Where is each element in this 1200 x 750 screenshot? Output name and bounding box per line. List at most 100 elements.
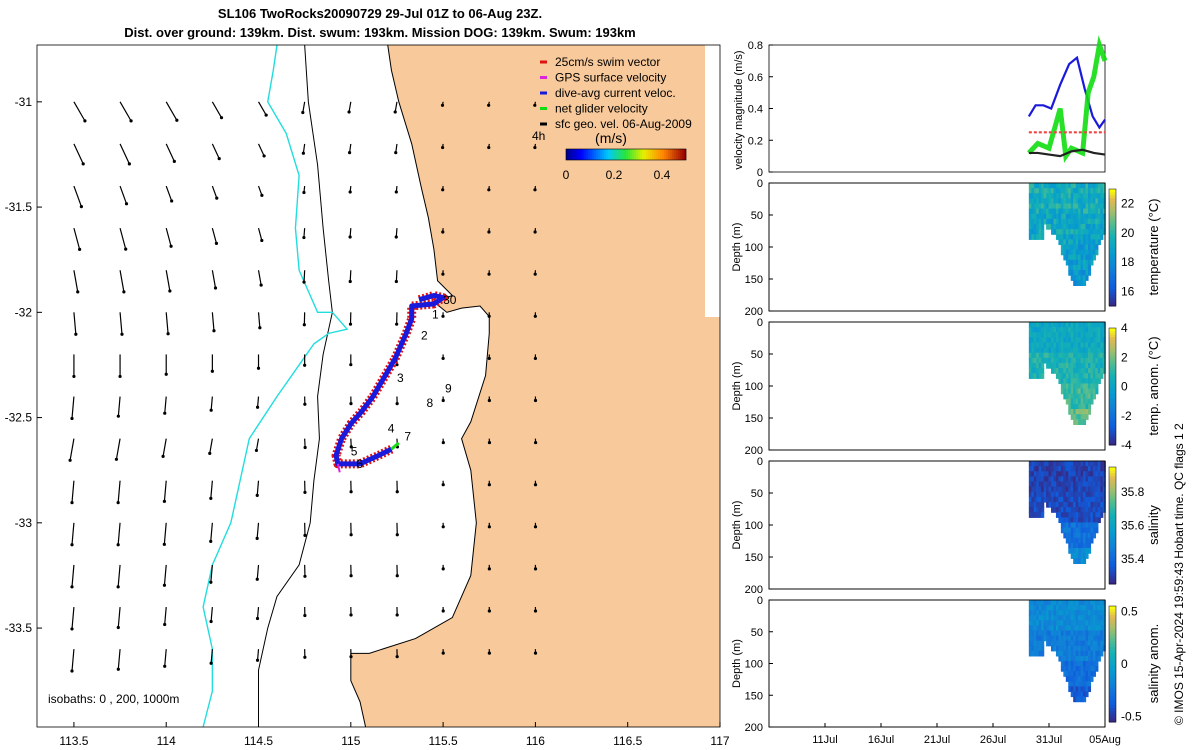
section-cell	[1065, 501, 1069, 508]
section-cell	[1046, 600, 1050, 606]
section-cell	[1102, 640, 1106, 647]
section-cell	[1041, 362, 1045, 369]
section-cell	[1060, 198, 1064, 205]
section-cell	[1080, 218, 1084, 225]
section-cell	[1078, 476, 1082, 483]
section-cell	[1031, 471, 1035, 477]
section-cell	[1060, 239, 1064, 246]
section-cell	[1038, 368, 1042, 374]
legend-entry-0: 25cm/s swim vector	[555, 55, 660, 69]
velocity-ytick-label: 0	[757, 167, 763, 179]
section-cell	[1083, 486, 1087, 493]
section-cell	[1070, 403, 1074, 410]
section-cell	[1095, 352, 1099, 359]
section-cell	[1033, 213, 1037, 220]
section-cell	[1083, 630, 1087, 637]
section-cell	[1092, 223, 1096, 230]
section-cell	[1055, 223, 1060, 230]
section-cell	[1065, 671, 1069, 677]
vector-head	[395, 402, 399, 406]
vector-head	[533, 230, 537, 234]
section-cell	[1051, 368, 1055, 374]
section-cell	[1092, 368, 1096, 374]
vector-head	[70, 543, 74, 547]
date-tick-label: 31Jul	[1036, 734, 1062, 746]
section-cell	[1028, 645, 1032, 652]
current-vector	[256, 649, 260, 661]
section-cell	[1073, 208, 1077, 215]
section-cell	[1097, 517, 1101, 524]
section-cell	[1053, 327, 1057, 333]
speed-colorbar-cell	[626, 149, 629, 160]
section-cell	[1083, 532, 1087, 539]
section-cell	[1075, 522, 1079, 529]
section-cell	[1087, 686, 1092, 693]
section-cell	[1092, 476, 1096, 483]
section-cell	[1065, 234, 1069, 240]
current-vector	[165, 143, 175, 162]
section-cell	[1080, 188, 1084, 194]
colorbar-cell	[1109, 244, 1116, 248]
section-cell	[1085, 193, 1089, 199]
section-cell	[1065, 625, 1069, 632]
section-cell	[1085, 388, 1089, 395]
vector-head	[349, 533, 353, 537]
section-cell	[1083, 362, 1087, 369]
section-cell	[1068, 501, 1072, 508]
vector-head	[163, 411, 167, 415]
section-cell	[1041, 337, 1045, 344]
section-cell	[1038, 507, 1042, 513]
section-cell	[1095, 630, 1099, 637]
section-cell	[1036, 615, 1040, 621]
colorbar-cell	[1109, 649, 1116, 653]
section-cell	[1043, 471, 1047, 477]
section-cell	[1038, 218, 1042, 225]
section-cell	[1083, 239, 1087, 246]
section-cell	[1100, 466, 1104, 472]
colorbar-cell	[1109, 684, 1116, 688]
section-cell	[1073, 666, 1077, 672]
section-cell	[1102, 486, 1106, 493]
section-cell	[1075, 548, 1079, 554]
section-cell	[1073, 362, 1077, 369]
section-cell	[1080, 532, 1084, 539]
section-cell	[1090, 620, 1094, 626]
section-cell	[1068, 409, 1072, 415]
section-cell	[1080, 352, 1084, 359]
section-cell	[1097, 362, 1101, 369]
section-cell	[1028, 640, 1032, 647]
section-cell	[1060, 249, 1064, 256]
current-vector	[211, 185, 218, 199]
colorbar-cell	[1109, 617, 1116, 621]
vector-head	[303, 655, 307, 659]
section-cell	[1087, 466, 1092, 472]
section-cell	[1070, 188, 1074, 194]
section-cell	[1075, 491, 1079, 498]
section-cell	[1046, 342, 1050, 349]
section-cell	[1070, 686, 1074, 693]
section-cell	[1090, 676, 1094, 682]
section-cell	[1073, 527, 1077, 534]
section-cell	[1095, 378, 1099, 385]
velocity-ytick-label: 0.2	[748, 135, 763, 147]
section-cell	[1063, 615, 1067, 621]
section-cell	[1041, 352, 1045, 359]
day-label-6: 7	[404, 430, 411, 444]
section-cell	[1102, 645, 1106, 652]
section-cell	[1092, 337, 1096, 344]
section-cell	[1073, 347, 1077, 354]
colorbar-cell	[1109, 189, 1116, 193]
map-ytick-label: -31.5	[5, 200, 33, 214]
section-cell	[1051, 496, 1055, 503]
section-cell	[1068, 507, 1072, 513]
isobath-200m	[258, 44, 333, 727]
current-vector	[115, 438, 121, 460]
section-cell	[1051, 198, 1055, 205]
section-cell	[1097, 198, 1101, 205]
section-cell	[1060, 383, 1064, 390]
section-cell	[1041, 620, 1045, 626]
vector-head	[163, 622, 167, 627]
colorbar-cell	[1109, 371, 1116, 376]
section-cell	[1070, 517, 1074, 524]
section-cell	[1075, 280, 1079, 286]
